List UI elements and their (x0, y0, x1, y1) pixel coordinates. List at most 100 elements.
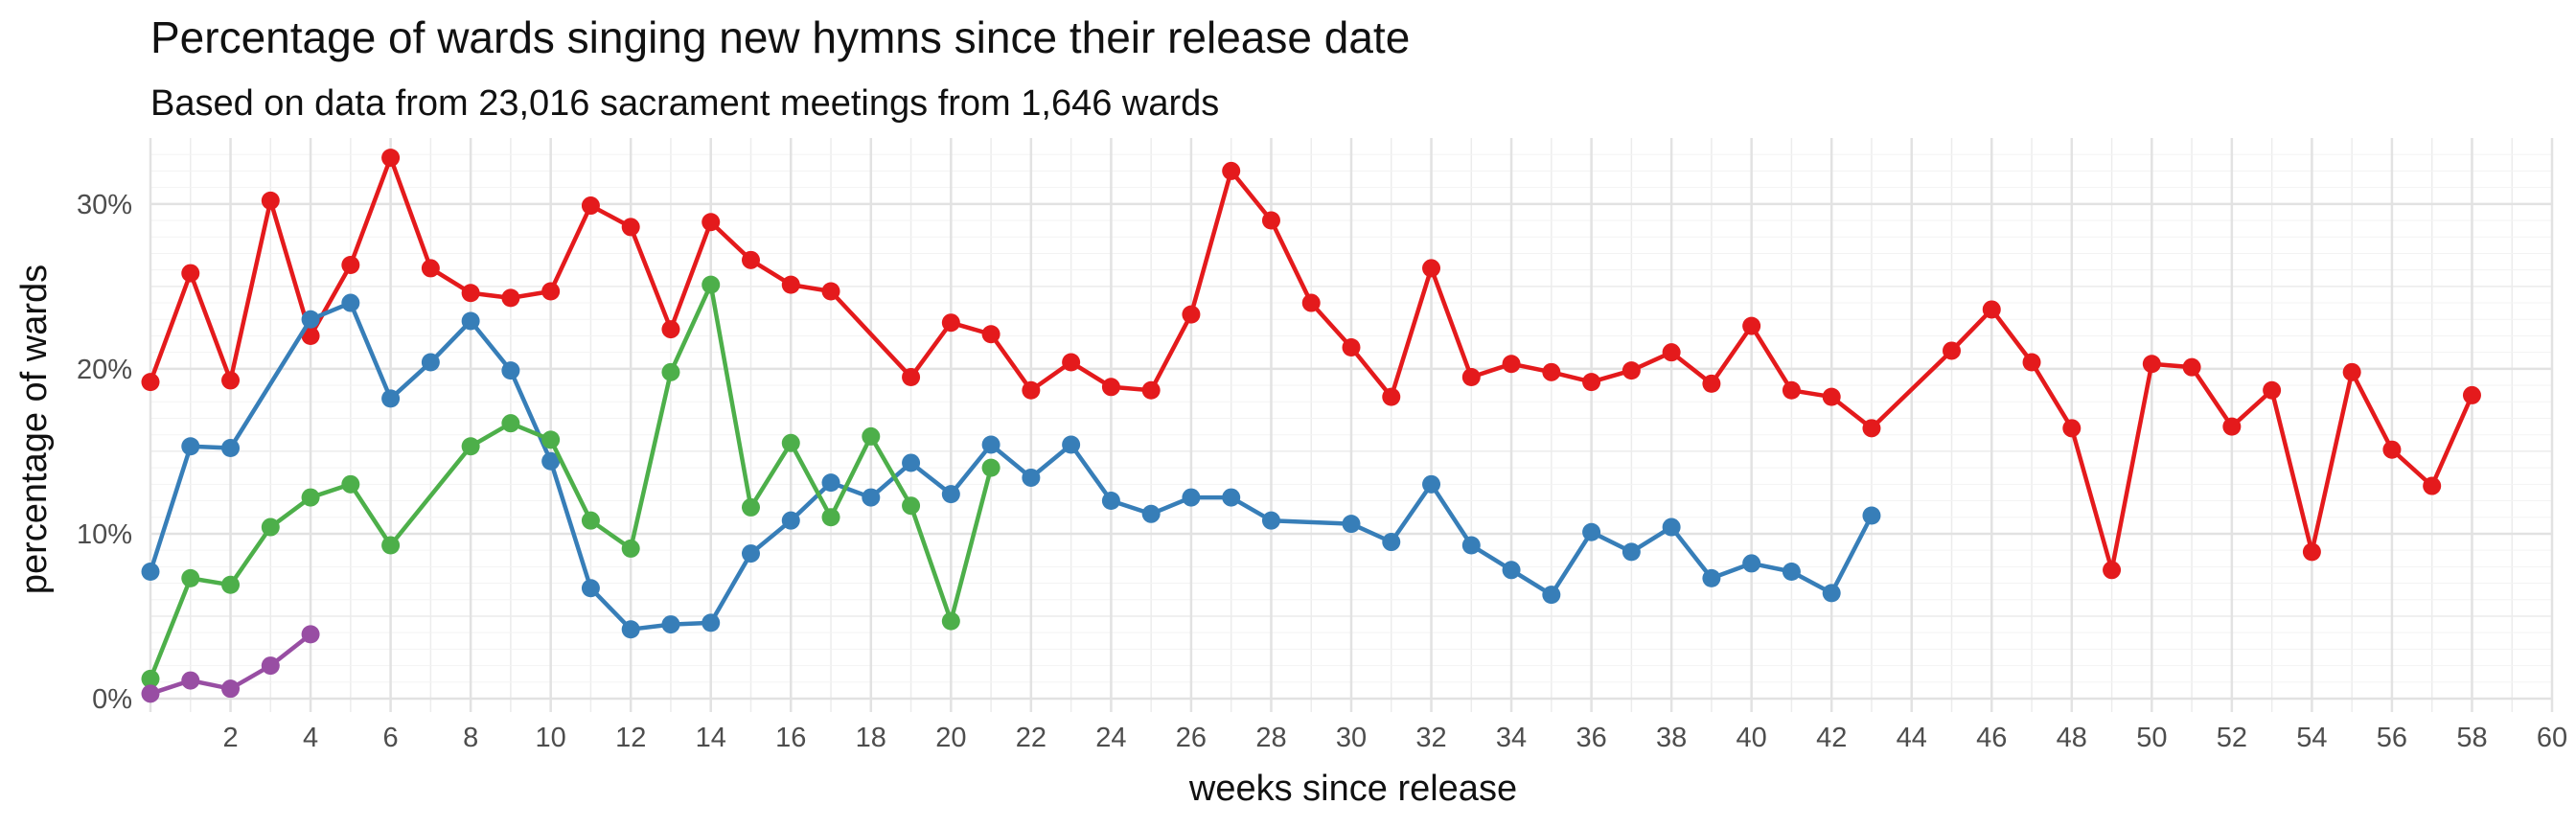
data-point (1782, 380, 1801, 400)
data-point (742, 250, 760, 269)
data-point (2022, 353, 2041, 372)
series-1 (141, 149, 2481, 580)
data-point (581, 511, 600, 530)
data-point (941, 313, 960, 333)
data-point (1461, 536, 1481, 555)
data-point (141, 684, 160, 703)
data-point (1022, 380, 1041, 400)
data-point (821, 508, 840, 527)
x-tick-label: 26 (1176, 723, 1207, 753)
chart-title: Percentage of wards singing new hymns si… (150, 12, 1410, 62)
data-point (1342, 515, 1361, 534)
data-point (981, 325, 1000, 344)
series-3 (141, 275, 1000, 688)
data-point (1622, 542, 1641, 562)
x-tick-label: 40 (1736, 723, 1767, 753)
data-point (621, 218, 640, 237)
y-tick-label: 10% (77, 519, 132, 550)
data-point (902, 496, 921, 516)
data-point (301, 326, 320, 345)
data-point (141, 669, 160, 688)
data-point (1742, 554, 1761, 573)
data-point (1222, 488, 1241, 507)
data-point (301, 625, 320, 644)
data-point (2342, 362, 2361, 381)
data-point (742, 544, 760, 564)
data-point (221, 371, 241, 390)
data-point (1702, 374, 1721, 393)
data-point (261, 656, 280, 676)
series-layer (141, 149, 2481, 703)
data-point (541, 282, 561, 301)
data-point (381, 149, 401, 168)
data-point (981, 435, 1000, 454)
x-tick-label: 12 (615, 723, 646, 753)
data-point (1461, 367, 1481, 386)
data-point (621, 539, 640, 558)
x-tick-label: 28 (1255, 723, 1286, 753)
data-point (1542, 586, 1561, 605)
data-point (1502, 561, 1521, 580)
data-point (221, 679, 241, 699)
data-point (941, 485, 960, 504)
x-tick-label: 10 (536, 723, 566, 753)
data-point (341, 474, 360, 494)
data-point (742, 497, 760, 517)
data-point (2423, 476, 2442, 495)
data-point (1301, 293, 1321, 312)
data-point (301, 488, 320, 507)
data-point (1782, 563, 1801, 582)
data-point (1662, 518, 1681, 537)
x-tick-label: 32 (1415, 723, 1446, 753)
data-point (862, 488, 881, 507)
data-point (702, 213, 721, 232)
data-point (421, 259, 440, 278)
data-point (661, 362, 680, 381)
data-point (1742, 316, 1761, 335)
x-tick-label: 24 (1095, 723, 1126, 753)
data-point (581, 196, 600, 216)
data-point (781, 275, 800, 294)
data-point (1182, 305, 1201, 324)
data-point (461, 311, 480, 331)
data-point (2302, 542, 2321, 562)
series-2 (141, 293, 1881, 639)
data-point (301, 310, 320, 329)
data-point (702, 613, 721, 632)
x-tick-label: 52 (2217, 723, 2247, 753)
data-point (141, 563, 160, 582)
x-axis-title: weeks since release (1188, 769, 1517, 809)
data-point (781, 433, 800, 452)
data-point (1141, 380, 1161, 400)
data-point (1582, 522, 1601, 541)
x-tick-label: 42 (1816, 723, 1847, 753)
data-point (1662, 343, 1681, 362)
data-point (1022, 468, 1041, 487)
x-tick-label: 48 (2057, 723, 2087, 753)
data-point (421, 353, 440, 372)
x-tick-label: 58 (2456, 723, 2487, 753)
data-point (702, 275, 721, 294)
x-tick-label: 2 (222, 723, 238, 753)
data-point (2103, 561, 2122, 580)
series-4 (141, 625, 320, 703)
data-point (261, 191, 280, 210)
data-point (181, 568, 200, 587)
x-tick-label: 44 (1897, 723, 1927, 753)
data-point (1422, 474, 1441, 494)
x-tick-label: 56 (2377, 723, 2407, 753)
data-point (1862, 506, 1881, 525)
data-point (181, 264, 200, 283)
data-point (1182, 488, 1201, 507)
data-point (341, 255, 360, 274)
x-tick-label: 30 (1336, 723, 1367, 753)
y-tick-label: 20% (77, 355, 132, 385)
x-axis-ticks: 2 4 6 8 10 12 14 16 18 20 22 24 26 28 30 32 34 36 38 40 42 44… (222, 723, 2567, 753)
data-point (902, 367, 921, 386)
data-point (1542, 362, 1561, 381)
x-tick-label: 4 (303, 723, 318, 753)
x-tick-label: 36 (1576, 723, 1606, 753)
data-point (2263, 380, 2282, 400)
data-point (1982, 300, 2001, 319)
data-point (221, 438, 241, 457)
